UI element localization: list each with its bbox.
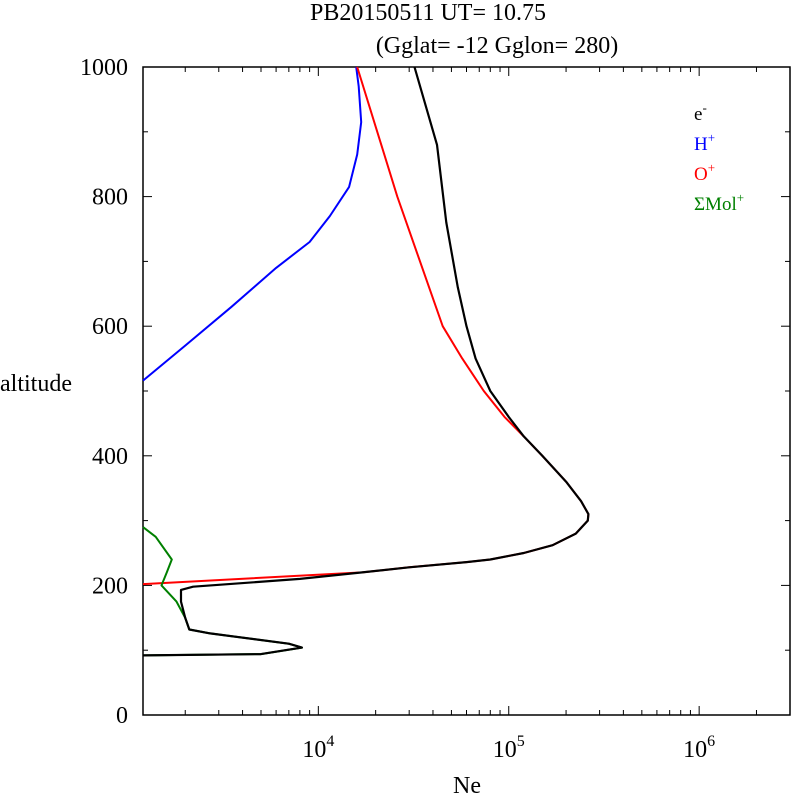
x-tick-label-base: 10: [302, 737, 326, 763]
y-tick-label: 600: [92, 314, 128, 340]
y-tick-label: 0: [116, 703, 128, 729]
y-tick-label: 200: [92, 573, 128, 599]
legend-label-superscript: +: [737, 190, 744, 205]
series-line-electron: [142, 66, 590, 657]
x-tick-label-base: 10: [493, 737, 517, 763]
series-line-molecular-ions: [142, 526, 303, 657]
y-tick-label: 400: [92, 444, 128, 470]
legend-label-superscript: +: [708, 160, 715, 175]
legend-label: H: [694, 134, 708, 155]
x-tick-label-exponent: 4: [326, 733, 334, 750]
legend-label: ΣMol: [694, 194, 737, 215]
chart-subtitle: (Gglat= -12 Gglon= 280): [376, 33, 618, 59]
legend-entry: e-: [694, 100, 707, 125]
legend-entry: H+: [694, 130, 715, 155]
axis-ticks: [143, 66, 791, 716]
x-tick-label-exponent: 5: [517, 733, 525, 750]
x-axis-label: Ne: [453, 773, 481, 796]
y-tick-label: 800: [92, 185, 128, 211]
legend-label: O: [694, 164, 708, 185]
legend-label: e: [694, 104, 702, 125]
x-tick-label: 104: [302, 733, 334, 763]
x-tick-label-exponent: 6: [707, 733, 715, 750]
legend-entry: O+: [694, 160, 715, 185]
y-tick-labels: 0 200 400 600 800 1000: [80, 55, 128, 729]
legend: e-H+O+ΣMol+: [694, 100, 744, 215]
legend-label-superscript: -: [702, 100, 706, 115]
chart-title: PB20150511 UT= 10.75: [310, 0, 546, 26]
legend-entry: ΣMol+: [694, 190, 744, 215]
x-tick-label: 105: [493, 733, 525, 763]
series-lines: [142, 66, 590, 657]
legend-label-superscript: +: [708, 130, 715, 145]
y-axis-label: altitude: [0, 371, 72, 397]
series-line-h-plus: [142, 66, 363, 382]
x-tick-labels: 104 105 106: [302, 733, 715, 763]
x-tick-label-base: 10: [683, 737, 707, 763]
x-tick-label: 106: [683, 733, 715, 763]
y-tick-label: 1000: [80, 55, 128, 81]
plot-frame: [142, 66, 791, 716]
